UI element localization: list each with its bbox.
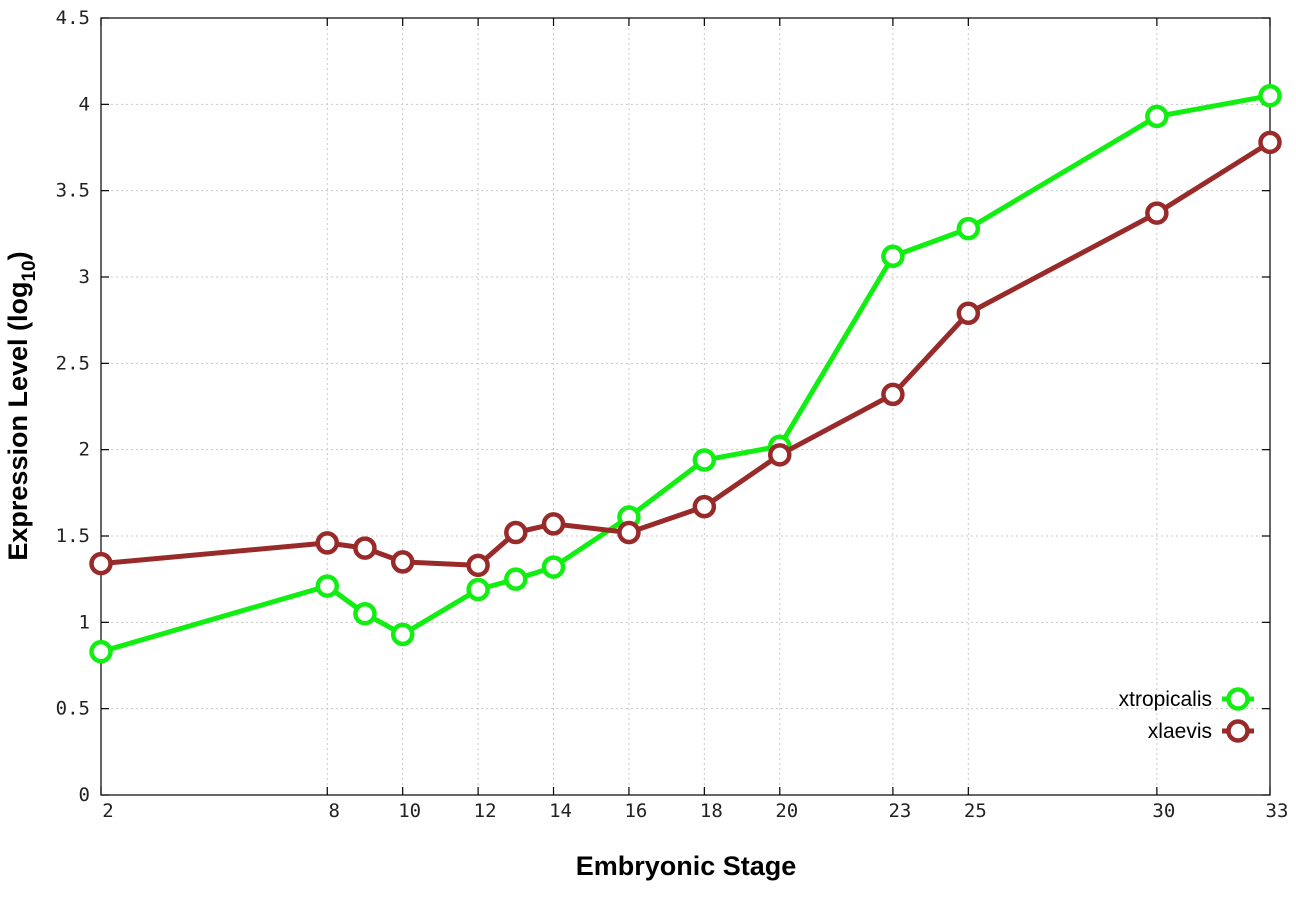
plot-frame bbox=[100, 17, 1271, 796]
legend-entry-xtropicalis: xtropicalis bbox=[1119, 687, 1254, 711]
data-point-xlaevis bbox=[353, 536, 377, 560]
x-tick-label: 12 bbox=[474, 800, 497, 822]
legend-marker bbox=[1226, 719, 1250, 743]
grid bbox=[101, 18, 1270, 795]
y-tick-label: 2.5 bbox=[56, 352, 90, 374]
x-tick-label: 25 bbox=[964, 800, 987, 822]
data-point-xlaevis bbox=[504, 520, 528, 545]
data-point-xlaevis bbox=[1145, 201, 1169, 225]
legend-entry-xlaevis: xlaevis bbox=[1148, 719, 1254, 743]
x-tick-label: 18 bbox=[700, 800, 723, 822]
data-point-xlaevis bbox=[466, 553, 490, 578]
data-point-xtropicalis bbox=[466, 577, 490, 602]
series-line-xlaevis bbox=[100, 140, 1272, 568]
data-point-xtropicalis bbox=[353, 601, 377, 626]
data-point-xlaevis bbox=[89, 551, 113, 576]
data-point-xlaevis bbox=[768, 443, 792, 467]
legend-label: xtropicalis bbox=[1119, 688, 1212, 711]
data-point-xtropicalis bbox=[1145, 104, 1169, 129]
y-tick-label: 1 bbox=[79, 611, 90, 633]
legend: xtropicalis xlaevis bbox=[1119, 687, 1254, 743]
x-tick-label: 2 bbox=[102, 800, 113, 822]
data-point-xlaevis bbox=[956, 301, 981, 326]
data-point-xtropicalis bbox=[390, 622, 415, 647]
x-tick-label: 8 bbox=[329, 800, 340, 822]
data-point-xtropicalis bbox=[315, 574, 340, 598]
x-tick-label: 20 bbox=[775, 800, 798, 822]
y-tick-label: 2 bbox=[79, 439, 90, 461]
series-line-xtropicalis bbox=[100, 93, 1271, 655]
x-axis-title: Embryonic Stage bbox=[576, 851, 797, 881]
data-point-xlaevis bbox=[1258, 130, 1282, 155]
y-axis: 0 0.5 1 1.5 2 2.5 3 3.5 4 4.5 bbox=[56, 7, 1270, 806]
data-point-xlaevis bbox=[541, 512, 566, 536]
data-point-xlaevis bbox=[390, 550, 415, 574]
series-group bbox=[89, 83, 1282, 664]
data-point-xlaevis bbox=[881, 382, 905, 407]
x-tick-label: 30 bbox=[1152, 800, 1175, 822]
legend-label: xlaevis bbox=[1148, 720, 1212, 743]
x-axis: 2 8 10 12 14 16 18 20 23 25 30 33 bbox=[100, 18, 1289, 822]
data-point-xlaevis bbox=[692, 494, 717, 519]
data-point-xtropicalis bbox=[89, 639, 113, 664]
series-xtropicalis bbox=[89, 83, 1282, 664]
data-point-xlaevis bbox=[617, 520, 641, 545]
x-tick-label: 14 bbox=[549, 800, 572, 822]
data-point-xlaevis bbox=[315, 531, 340, 555]
series-xlaevis bbox=[89, 130, 1282, 578]
y-tick-label: 0.5 bbox=[56, 698, 90, 720]
x-tick-label: 33 bbox=[1266, 800, 1289, 822]
y-tick-label: 4.5 bbox=[56, 7, 90, 29]
legend-marker bbox=[1226, 687, 1250, 711]
x-tick-label: 23 bbox=[888, 800, 911, 822]
y-tick-label: 3.5 bbox=[56, 180, 90, 202]
data-point-xtropicalis bbox=[1258, 83, 1282, 108]
data-point-xtropicalis bbox=[692, 448, 717, 472]
data-point-xtropicalis bbox=[541, 555, 566, 579]
x-tick-label: 10 bbox=[398, 800, 421, 822]
y-tick-label: 0 bbox=[79, 784, 90, 806]
y-tick-label: 3 bbox=[79, 266, 90, 288]
y-axis-title: Expression Level (log10) bbox=[3, 251, 40, 560]
y-tick-label: 4 bbox=[79, 93, 90, 115]
x-tick-label: 16 bbox=[624, 800, 647, 822]
data-point-xtropicalis bbox=[881, 244, 905, 269]
data-point-xtropicalis bbox=[504, 567, 528, 591]
data-point-xtropicalis bbox=[956, 216, 981, 241]
y-tick-label: 1.5 bbox=[56, 525, 90, 547]
